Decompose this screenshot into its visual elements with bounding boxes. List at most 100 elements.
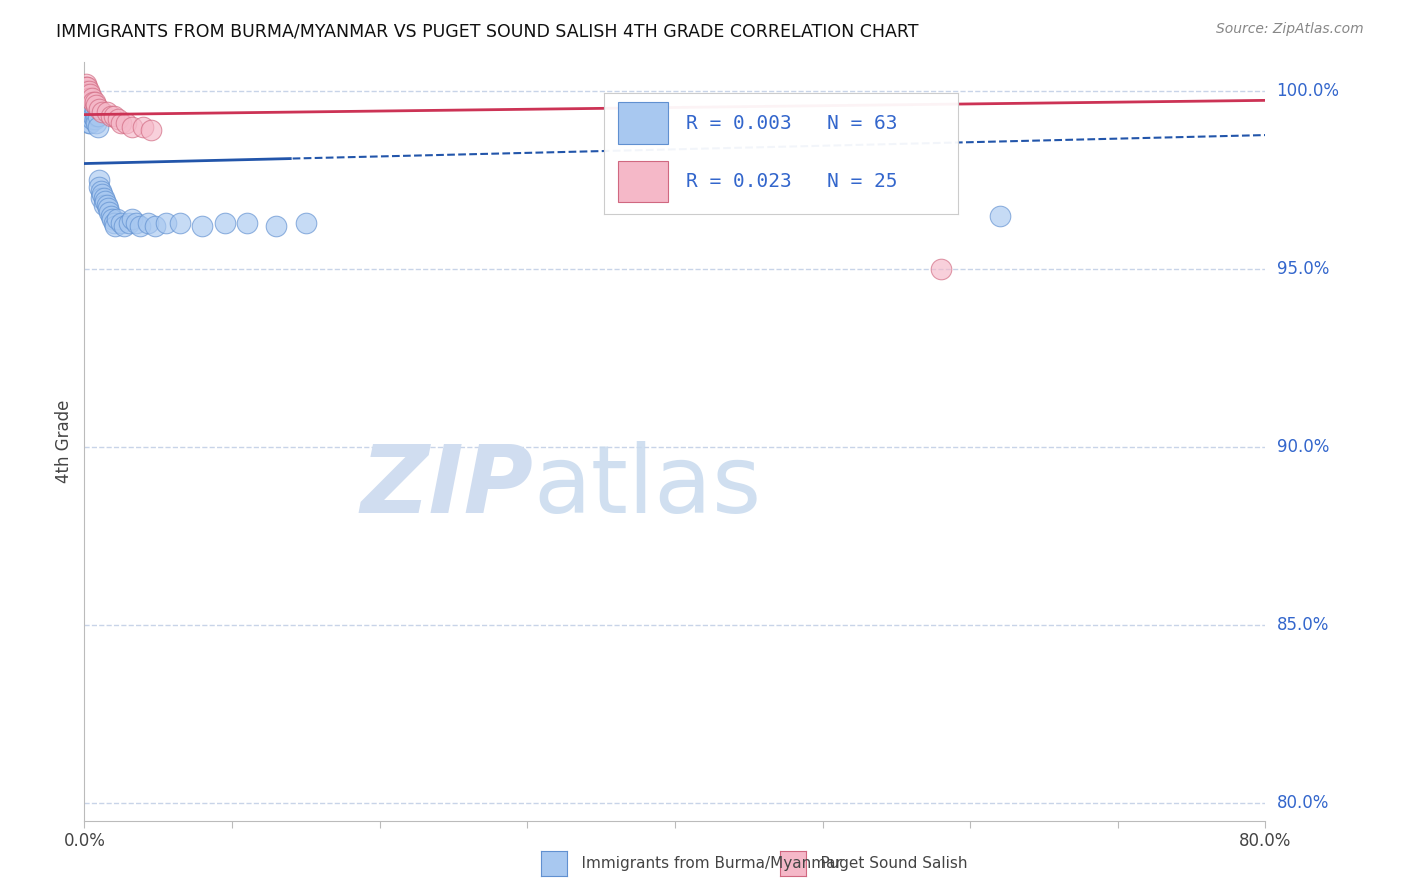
Point <box>79 102 101 116</box>
Point <box>191 219 214 234</box>
Point <box>132 120 155 134</box>
Point <box>75 84 97 98</box>
Point <box>79 95 101 109</box>
Point <box>79 116 101 130</box>
Point <box>988 209 1011 223</box>
Point <box>929 261 952 276</box>
Point <box>75 102 97 116</box>
Point <box>77 84 100 98</box>
Point <box>114 116 136 130</box>
Point <box>77 109 100 123</box>
Point <box>77 116 100 130</box>
Point <box>295 216 318 230</box>
Point <box>634 120 657 134</box>
Text: 90.0%: 90.0% <box>1277 438 1329 456</box>
Point <box>87 173 111 187</box>
Point <box>101 212 124 227</box>
Text: 95.0%: 95.0% <box>1277 260 1329 278</box>
Point <box>76 87 98 102</box>
Point <box>118 216 141 230</box>
Point <box>105 212 128 227</box>
Point <box>76 87 98 102</box>
Point <box>75 98 97 112</box>
Point <box>91 187 114 202</box>
Point <box>129 219 152 234</box>
Point <box>76 102 98 116</box>
Point <box>93 198 115 212</box>
Point <box>75 84 97 98</box>
Point <box>104 219 127 234</box>
Point <box>76 91 98 105</box>
Text: Source: ZipAtlas.com: Source: ZipAtlas.com <box>1216 22 1364 37</box>
Point <box>266 219 288 234</box>
Point <box>87 180 111 194</box>
Point <box>86 120 108 134</box>
Point <box>75 80 97 95</box>
Point <box>80 91 103 105</box>
Point <box>79 87 101 102</box>
Point <box>79 109 101 123</box>
Text: IMMIGRANTS FROM BURMA/MYANMAR VS PUGET SOUND SALISH 4TH GRADE CORRELATION CHART: IMMIGRANTS FROM BURMA/MYANMAR VS PUGET S… <box>56 22 918 40</box>
Point <box>98 205 121 219</box>
Point <box>75 91 97 105</box>
Point <box>100 109 122 123</box>
Y-axis label: 4th Grade: 4th Grade <box>55 400 73 483</box>
Point <box>80 98 103 112</box>
Point <box>121 120 143 134</box>
Point <box>82 102 104 116</box>
Point <box>97 202 120 216</box>
Point <box>77 95 100 109</box>
Point <box>155 216 177 230</box>
Point <box>169 216 191 230</box>
Point <box>76 80 98 95</box>
Point <box>76 95 98 109</box>
Point <box>91 105 114 120</box>
Point <box>77 91 100 105</box>
Point <box>76 109 98 123</box>
Point <box>96 105 118 120</box>
Point <box>84 109 107 123</box>
Text: 100.0%: 100.0% <box>1277 82 1340 100</box>
Text: Puget Sound Salish: Puget Sound Salish <box>801 856 967 871</box>
Point <box>100 209 122 223</box>
Point <box>75 77 97 91</box>
Point <box>125 216 148 230</box>
Point <box>236 216 259 230</box>
Point <box>143 219 166 234</box>
Text: 80.0%: 80.0% <box>1277 794 1329 812</box>
Point <box>77 91 100 105</box>
Point <box>75 87 97 102</box>
Point <box>110 216 132 230</box>
Point <box>84 116 107 130</box>
Point <box>121 212 143 227</box>
Point <box>86 109 108 123</box>
Point <box>83 112 105 127</box>
Point <box>90 191 112 205</box>
Point <box>82 109 104 123</box>
Point <box>103 109 125 123</box>
Point <box>139 123 162 137</box>
Point <box>82 95 104 109</box>
Point <box>214 216 236 230</box>
Text: ZIP: ZIP <box>360 441 533 533</box>
Point <box>80 112 103 127</box>
Point <box>84 98 107 112</box>
Point <box>96 198 118 212</box>
Text: Immigrants from Burma/Myanmar: Immigrants from Burma/Myanmar <box>562 856 842 871</box>
Point <box>77 102 100 116</box>
Point <box>136 216 159 230</box>
Point <box>94 194 117 209</box>
Text: atlas: atlas <box>533 441 762 533</box>
Point <box>83 102 105 116</box>
Point <box>83 95 105 109</box>
Point <box>110 116 132 130</box>
Point <box>107 112 129 127</box>
Point <box>103 216 125 230</box>
Point <box>80 105 103 120</box>
Point <box>112 219 135 234</box>
Text: 85.0%: 85.0% <box>1277 615 1329 634</box>
Point <box>87 102 111 116</box>
Point <box>75 95 97 109</box>
Point <box>90 184 112 198</box>
Point <box>93 191 115 205</box>
